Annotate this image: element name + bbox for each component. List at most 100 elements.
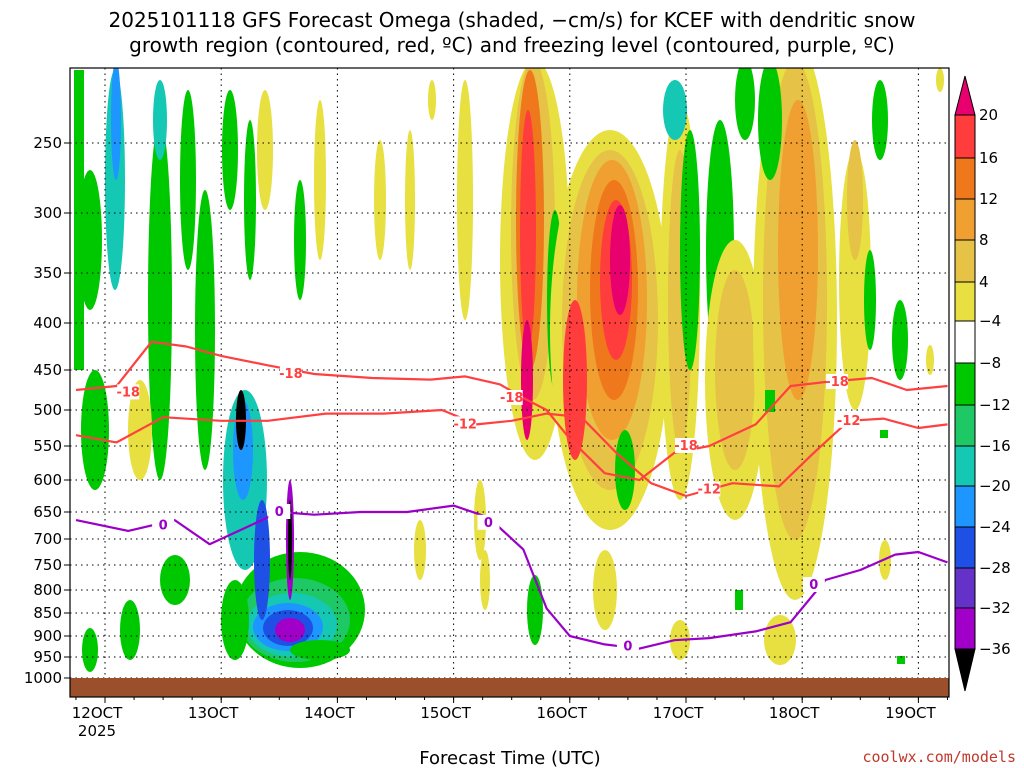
omega-cell	[735, 68, 755, 140]
y-tick-label: 350	[33, 264, 62, 282]
omega-cell	[847, 140, 863, 260]
colorbar-label: −8	[979, 354, 1001, 372]
omega-cell	[936, 68, 944, 92]
plot-frame	[69, 67, 950, 698]
omega-cell	[521, 320, 533, 440]
colorbar-box	[954, 445, 976, 487]
contour-label: -12	[453, 417, 477, 432]
y-tick-label: 950	[33, 648, 62, 666]
omega-cell	[680, 130, 700, 370]
colorbar-label: 12	[979, 190, 998, 208]
colorbar-label: 8	[979, 231, 989, 249]
omega-cell	[294, 180, 306, 300]
contour-label-bg	[152, 517, 175, 533]
y-tick-label: 750	[33, 556, 62, 574]
colorbar: 20 16 12 8 4 −4 −8 −12 −16 −20 −24 −28 −32 −36	[954, 75, 1011, 692]
contour-label-bg	[826, 374, 849, 389]
y-axis: 250 300 350 400 450 500 550 600 650 700 750 800 850 9…	[24, 134, 70, 687]
omega-cell	[892, 300, 908, 380]
omega-cell	[81, 370, 109, 490]
omega-cell	[758, 68, 782, 180]
colorbar-box	[954, 404, 976, 447]
contour-label: -18	[674, 439, 698, 454]
y-tick-label: 800	[33, 581, 62, 599]
contour-label-bg	[268, 504, 291, 519]
contour-label-bg	[279, 366, 302, 381]
omega-cell	[120, 600, 140, 660]
plot-area: -18 -18 -18 -18 -18 -12 -12 -12 0 0 0 0 0	[69, 67, 950, 698]
contour-line-0	[75, 504, 948, 650]
y-tick-label: 500	[33, 401, 62, 419]
contour-label-bg	[802, 577, 825, 592]
y-tick-label: 300	[33, 204, 62, 222]
x-axis-label: Forecast Time (UTC)	[419, 748, 600, 768]
contour-label: 0	[809, 578, 818, 593]
omega-cell	[290, 640, 350, 660]
omega-cell	[222, 90, 238, 210]
gridlines	[70, 68, 949, 697]
credit-label: coolwx.com/models	[862, 748, 1016, 766]
omega-cell	[244, 120, 256, 280]
omega-cell	[880, 430, 888, 438]
omega-cell	[864, 250, 876, 350]
omega-cell	[111, 68, 121, 180]
colorbar-box	[954, 198, 976, 241]
y-tick-label: 600	[33, 471, 62, 489]
omega-cell	[765, 390, 775, 412]
x-tick-label: 13OCT	[188, 704, 239, 722]
omega-cell	[314, 100, 326, 260]
colorbar-label: 16	[979, 149, 998, 167]
x-tick-label: 19OCT	[885, 704, 936, 722]
contour-label: -18	[500, 391, 524, 406]
contour-label-bg	[616, 638, 639, 654]
y-tick-label: 900	[33, 627, 62, 645]
colorbar-box	[954, 281, 976, 322]
contour-label-bg	[837, 412, 860, 428]
contour-label-bg	[500, 390, 523, 405]
contour-label-bg	[117, 384, 140, 400]
colorbar-label: −4	[979, 312, 1001, 330]
omega-cell	[414, 520, 426, 580]
omega-cell	[82, 628, 98, 672]
colorbar-box	[954, 567, 976, 609]
omega-cell	[160, 555, 190, 605]
x-start-year-label: 2025	[78, 722, 116, 740]
omega-cell	[288, 500, 292, 580]
colorbar-label: 4	[979, 273, 989, 291]
colorbar-box	[954, 526, 976, 569]
omega-cell	[428, 80, 436, 120]
contour-label-bg	[454, 416, 477, 432]
omega-cell	[257, 90, 273, 210]
omega-cell	[457, 80, 473, 320]
contour-label: 0	[623, 640, 632, 655]
x-axis: 12OCT 13OCT 14OCT 15OCT 16OCT 17OCT 18OCT 19OCT	[72, 697, 948, 722]
colorbar-bottom-triangle	[954, 648, 976, 692]
contour-label: 0	[159, 519, 168, 534]
chart-title-line1: 2025101118 GFS Forecast Omega (shaded, −…	[109, 8, 916, 32]
y-tick-label: 250	[33, 134, 62, 152]
colorbar-label: −12	[979, 396, 1011, 414]
omega-cell	[520, 110, 536, 350]
omega-cell	[405, 130, 415, 270]
omega-cell	[926, 345, 934, 375]
contour-label: -12	[837, 414, 861, 429]
omega-cell	[735, 590, 743, 610]
contour-label: -18	[279, 367, 303, 382]
omega-cell	[221, 580, 249, 660]
omega-shading	[74, 68, 944, 672]
contour-line-minus18	[75, 340, 948, 482]
omega-cell	[615, 430, 635, 510]
colorbar-label: −36	[979, 640, 1011, 658]
contour-line-minus12	[75, 408, 948, 498]
colorbar-box	[954, 485, 976, 528]
contour-label: -18	[825, 375, 849, 390]
contour-label-bg	[675, 438, 697, 453]
omega-cell	[480, 550, 490, 610]
x-tick-label: 17OCT	[653, 704, 704, 722]
contour-label: -18	[116, 385, 140, 400]
omega-cell	[778, 100, 818, 400]
colorbar-box	[954, 320, 976, 364]
colorbar-box	[954, 362, 976, 406]
y-tick-label: 1000	[24, 669, 62, 687]
omega-cell	[153, 80, 167, 160]
